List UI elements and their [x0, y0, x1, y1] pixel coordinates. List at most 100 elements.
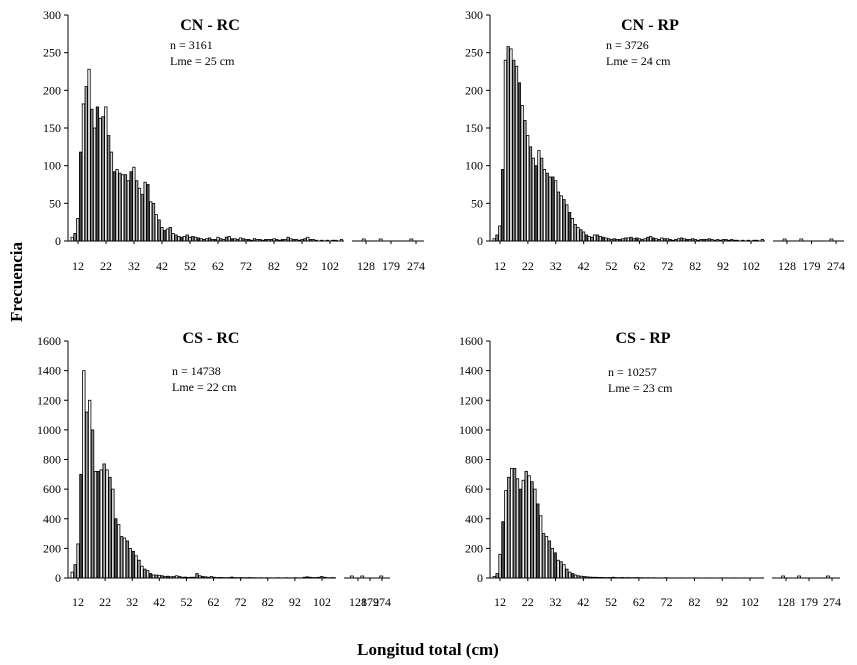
- histogram-bar: [227, 236, 231, 242]
- x-tick-label: 82: [262, 595, 274, 609]
- histogram-bar: [565, 204, 569, 242]
- histogram-bar: [143, 568, 147, 579]
- histogram-bar: [512, 59, 516, 242]
- y-tick-label: 400: [43, 512, 61, 526]
- y-axis-label: Frecuencia: [7, 242, 26, 322]
- histogram-bar: [514, 65, 519, 242]
- histogram-bar: [554, 180, 558, 242]
- histogram-bar: [565, 568, 569, 579]
- histogram-bar: [521, 479, 525, 579]
- y-tick-label: 250: [43, 46, 61, 60]
- histogram-bar: [537, 150, 541, 242]
- y-tick-label: 1200: [37, 393, 61, 407]
- histogram-bar: [559, 561, 563, 579]
- histogram-bar: [515, 478, 520, 579]
- histogram-bar: [495, 573, 499, 579]
- histogram-bar: [118, 172, 122, 242]
- histogram-bar: [185, 234, 189, 242]
- histogram-bar: [518, 488, 523, 579]
- histogram-bar: [154, 214, 158, 242]
- histogram-bar: [90, 429, 95, 579]
- x-tick-label: 128: [778, 259, 796, 273]
- x-tick-label: 179: [382, 259, 400, 273]
- histogram-bar: [504, 490, 508, 579]
- histogram-bar: [540, 157, 544, 242]
- histogram-bar: [73, 233, 77, 242]
- histogram-bar: [534, 165, 538, 242]
- x-tick-label: 128: [349, 595, 367, 609]
- histogram-bar: [544, 536, 549, 579]
- y-tick-label: 1400: [37, 364, 61, 378]
- histogram-bar: [70, 236, 74, 242]
- y-tick-label: 400: [465, 512, 483, 526]
- y-tick-label: 0: [477, 234, 483, 248]
- x-tick-label: 12: [72, 595, 84, 609]
- histogram-bar: [528, 146, 533, 242]
- x-tick-label: 42: [153, 595, 165, 609]
- histogram-bar: [568, 571, 572, 579]
- x-tick-label: 102: [321, 259, 339, 273]
- histogram-bar: [79, 473, 83, 579]
- histogram-bar: [82, 370, 86, 579]
- x-tick-label: 22: [522, 259, 534, 273]
- histogram-bar: [527, 475, 531, 579]
- x-tick-label: 32: [128, 259, 140, 273]
- histogram-bar: [584, 234, 588, 242]
- histogram-bar: [90, 108, 94, 242]
- histogram-bar: [562, 199, 566, 242]
- histogram-bar: [93, 470, 98, 579]
- histogram-bar: [556, 191, 561, 242]
- panel-annotation: Lme = 24 cm: [606, 54, 671, 68]
- histogram-bar: [149, 201, 153, 242]
- histogram-bar: [582, 231, 586, 242]
- histogram-bar: [551, 176, 555, 242]
- histogram-bar: [84, 86, 88, 242]
- x-tick-label: 274: [373, 595, 391, 609]
- histogram-bar: [146, 184, 150, 242]
- y-tick-label: 1200: [459, 393, 483, 407]
- histogram-bar: [629, 236, 633, 242]
- x-tick-label: 82: [689, 259, 701, 273]
- x-tick-label: 128: [357, 259, 375, 273]
- histogram-bar: [146, 570, 150, 579]
- x-tick-label: 274: [407, 259, 425, 273]
- histogram-bar: [93, 127, 97, 242]
- x-tick-label: 92: [289, 595, 301, 609]
- x-tick-label: 52: [606, 259, 618, 273]
- y-tick-label: 1600: [37, 334, 61, 348]
- histogram-bar: [137, 559, 141, 579]
- x-tick-label: 82: [688, 595, 700, 609]
- histogram-bar: [539, 515, 543, 579]
- histogram-bar: [570, 573, 575, 579]
- histogram-bar: [568, 211, 572, 242]
- histogram-bar: [556, 559, 560, 579]
- histogram-bar: [114, 518, 118, 579]
- y-tick-label: 1000: [459, 423, 483, 437]
- histogram-bar: [131, 550, 135, 579]
- x-tick-label: 62: [212, 259, 224, 273]
- chart-cs-rc: 0 200 400 600 800 1000 1200 1400 1600 12 22 32 42 52 6…: [37, 330, 391, 609]
- x-tick-label: 42: [156, 259, 168, 273]
- panel-annotation: n = 14738: [172, 364, 221, 378]
- histogram-bar: [550, 547, 554, 579]
- histogram-bar: [70, 571, 74, 579]
- panel-annotation: n = 3161: [170, 38, 213, 52]
- histogram-bar: [76, 217, 80, 242]
- histogram-bar: [140, 565, 144, 579]
- histogram-bar: [107, 135, 111, 242]
- histogram-bar: [286, 236, 290, 242]
- histogram-bar: [498, 553, 502, 579]
- histogram-bar: [188, 236, 192, 242]
- histogram-bar: [111, 488, 115, 579]
- histogram-bar: [117, 524, 121, 579]
- histogram-bar: [224, 236, 229, 242]
- histogram-bar: [507, 476, 511, 579]
- histogram-bar: [562, 564, 566, 579]
- y-tick-label: 50: [471, 196, 483, 210]
- histogram-bar: [121, 174, 125, 242]
- histogram-bar: [526, 135, 530, 242]
- y-tick-label: 300: [465, 8, 483, 22]
- histogram-bar: [99, 469, 103, 579]
- histogram-bar: [517, 82, 521, 242]
- histogram-bar: [531, 157, 535, 242]
